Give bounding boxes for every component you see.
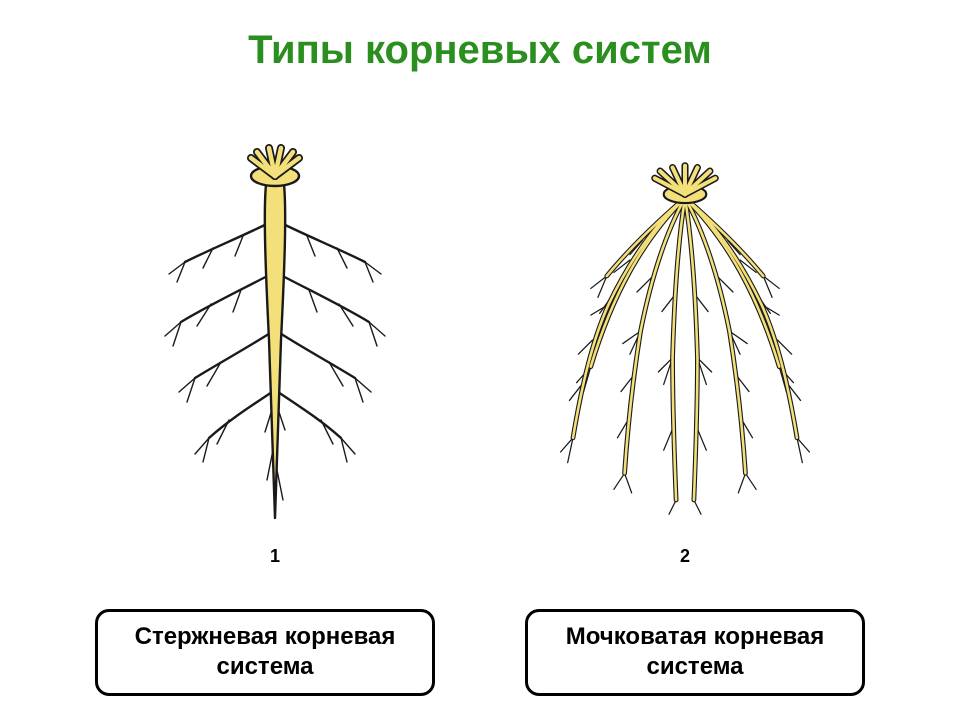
panel-number-label: 1 (270, 546, 280, 567)
panel-fibrous: 2 (525, 140, 845, 567)
caption-row: Стержневая корневаясистема Мочковатая кор… (0, 609, 960, 696)
page-root: Типы корневых систем 12 Стержневая корне… (0, 0, 960, 720)
caption-taproot: Стержневая корневаясистема (95, 609, 435, 696)
caption-fibrous: Мочковатая корневаясистема (525, 609, 865, 696)
panel-taproot: 1 (115, 140, 435, 567)
panel-number-label: 2 (680, 546, 690, 567)
page-title: Типы корневых систем (0, 28, 960, 73)
fibrous-root-illustration (525, 140, 845, 540)
taproot-root-illustration (115, 140, 435, 540)
panel-container: 12 (0, 140, 960, 567)
